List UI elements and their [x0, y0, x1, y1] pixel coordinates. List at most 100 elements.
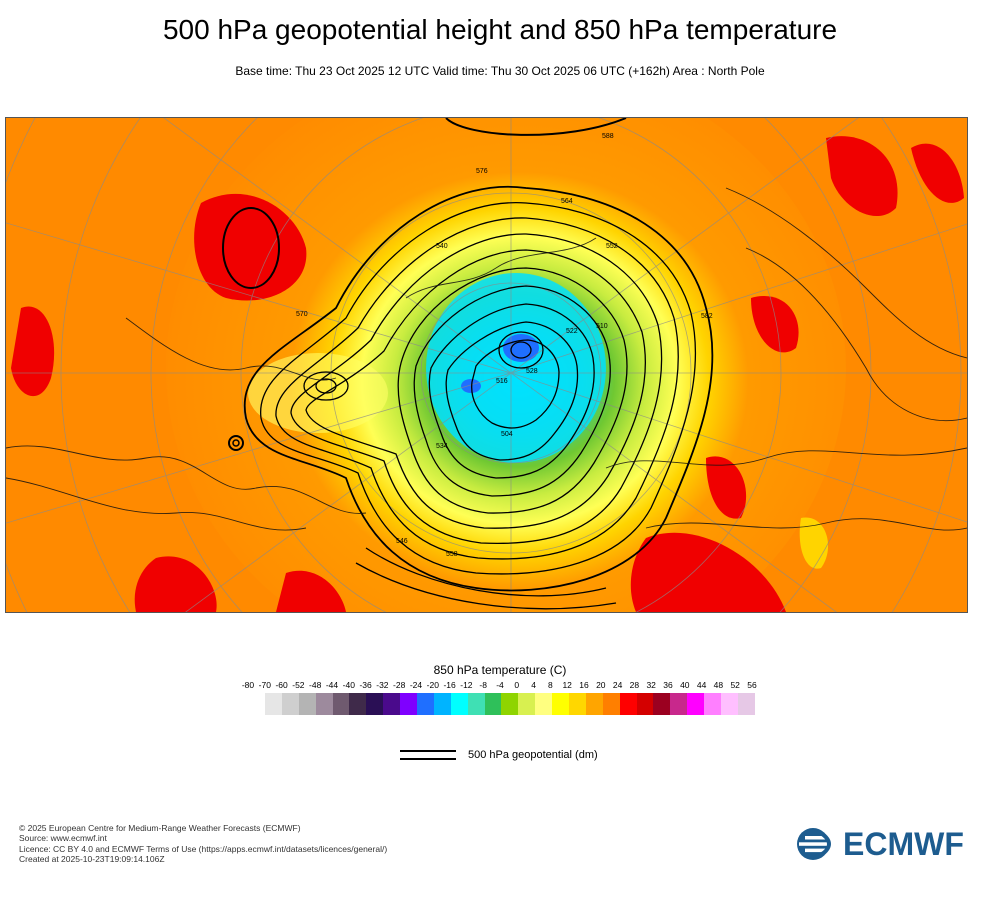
hot-patch-9: [706, 456, 747, 519]
colorbar-tick-label: 0: [514, 680, 520, 690]
colorbar-swatch: [281, 693, 299, 715]
colorbar-swatch: [349, 693, 367, 715]
chart-subtitle: Base time: Thu 23 Oct 2025 12 UTC Valid …: [235, 64, 765, 78]
colorbar-swatch: [721, 693, 738, 715]
colorbar-tick-label: 16: [579, 680, 589, 690]
colorbar-tick-label: 12: [562, 680, 572, 690]
footer-line-licence[interactable]: Licence: CC BY 4.0 and ECMWF Terms of Us…: [19, 843, 388, 854]
colorbar-swatch: [636, 693, 654, 715]
hot-patch-1: [194, 193, 307, 301]
colorbar-tick-label: 56: [747, 680, 757, 690]
contour-label: 528: [526, 368, 538, 375]
contour-label: 576: [476, 168, 488, 175]
colorbar-swatch: [417, 693, 434, 715]
copyright-footer: © 2025 European Centre for Medium-Range …: [19, 823, 387, 864]
colorbar-swatch: [535, 693, 553, 715]
geopotential-contours: [222, 118, 714, 610]
colorbar-tick-label: 20: [596, 680, 606, 690]
colorbar-swatch: [484, 693, 502, 715]
hot-patch-6: [134, 556, 217, 612]
colorbar-swatch: [450, 693, 468, 715]
contour-label: 510: [596, 323, 608, 330]
colorbar-swatch: [585, 693, 603, 715]
colorbar-tick-label: 36: [663, 680, 673, 690]
ecmwf-logo: ECMWF: [795, 824, 985, 864]
geopotential-legend: 500 hPa geopotential (dm): [400, 748, 700, 768]
colorbar-swatch: [265, 693, 282, 715]
temperature-colorbar: [265, 693, 755, 715]
contour-label: 534: [436, 443, 448, 450]
colorbar-tick-label: 24: [612, 680, 623, 690]
colorbar-tick-label: 40: [680, 680, 690, 690]
contour-label: 558: [446, 551, 458, 558]
colorbar-tick-label: -32: [376, 680, 389, 690]
contour-label: 546: [396, 538, 408, 545]
colorbar-swatch: [383, 693, 401, 715]
colorbar-swatch: [670, 693, 688, 715]
colorbar-swatch: [619, 693, 637, 715]
colorbar-swatch: [602, 693, 620, 715]
colorbar-tick-label: -4: [496, 680, 504, 690]
colorbar-swatch: [433, 693, 451, 715]
cold-patch-blue: [461, 379, 481, 393]
hot-patch-4: [751, 296, 799, 353]
colorbar-tick-label: -8: [479, 680, 487, 690]
colorbar-tick-label: -28: [393, 680, 406, 690]
hot-patch-2: [11, 306, 55, 397]
contour-labels: 576 564 552 540 528 516 522 534 546 558 …: [296, 133, 713, 558]
ecmwf-logo-text: ECMWF: [843, 825, 964, 862]
contour-label: 564: [561, 198, 573, 205]
hot-patch-7: [276, 570, 346, 612]
colorbar-swatch: [704, 693, 722, 715]
ecmwf-logo-icon: [797, 828, 841, 860]
contour-label: 522: [566, 328, 578, 335]
hot-patch-3: [826, 136, 898, 217]
colorbar-swatch: [298, 693, 316, 715]
colorbar-swatch: [737, 693, 755, 715]
contour-label: 582: [701, 313, 713, 320]
colorbar-swatch: [366, 693, 384, 715]
colorbar-tick-label: -44: [325, 680, 339, 690]
colorbar-tick-label: -60: [275, 680, 288, 690]
colorbar-swatch: [687, 693, 705, 715]
colorbar-tick-label: -40: [342, 680, 355, 690]
colorbar-tick-label: 32: [646, 680, 656, 690]
colorbar-tick-label: 8: [548, 680, 553, 690]
hot-patch-8: [911, 143, 964, 203]
hot-patch-5: [630, 532, 786, 612]
colorbar-tick-label: 48: [713, 680, 724, 690]
colorbar-swatch: [400, 693, 418, 715]
contour-label: 504: [501, 431, 513, 438]
colorbar-swatch: [467, 693, 485, 715]
colorbar-tick-label: -48: [309, 680, 322, 690]
contour-label: 588: [602, 133, 614, 140]
colorbar-tick-label: -36: [359, 680, 372, 690]
footer-line-created: Created at 2025-10-23T19:09:14.106Z: [19, 853, 165, 864]
geopotential-legend-label: 500 hPa geopotential (dm): [468, 749, 598, 761]
contour-label: 552: [606, 243, 618, 250]
colorbar-tick-label: -20: [426, 680, 439, 690]
footer-line-copyright: © 2025 European Centre for Medium-Range …: [19, 823, 301, 833]
colorbar-tick-label: -80: [241, 680, 255, 690]
colorbar-tick-label: -12: [460, 680, 473, 690]
colorbar-tick-label: 4: [531, 680, 536, 690]
contour-label: 570: [296, 311, 308, 318]
cold-core-deep: [503, 334, 539, 362]
colorbar-swatch: [552, 693, 570, 715]
colorbar-tick-label: 28: [629, 680, 640, 690]
colorbar-tick-label: -16: [443, 680, 456, 690]
colorbar-tick-label: 52: [730, 680, 740, 690]
colorbar-swatch: [653, 693, 671, 715]
chart-title: 500 hPa geopotential height and 850 hPa …: [162, 14, 838, 45]
colorbar-swatch: [569, 693, 586, 715]
colorbar-swatch: [332, 693, 350, 715]
legend-title: 850 hPa temperature (C): [433, 663, 567, 677]
colorbar-swatch: [315, 693, 333, 715]
geopotential-line-sample: [400, 750, 456, 762]
colorbar-swatch: [518, 693, 536, 715]
legend-tick-row: -80 -70 -60 -52 -48 -44 -40 -36 -32 -28 -24 -20 -16-…: [240, 680, 760, 692]
polar-map: 576 564 552 540 528 516 522 534 546 558 …: [5, 117, 968, 613]
colorbar-tick-label: -52: [292, 680, 305, 690]
footer-line-source[interactable]: Source: www.ecmwf.int: [19, 833, 107, 844]
contour-label: 540: [436, 243, 448, 250]
